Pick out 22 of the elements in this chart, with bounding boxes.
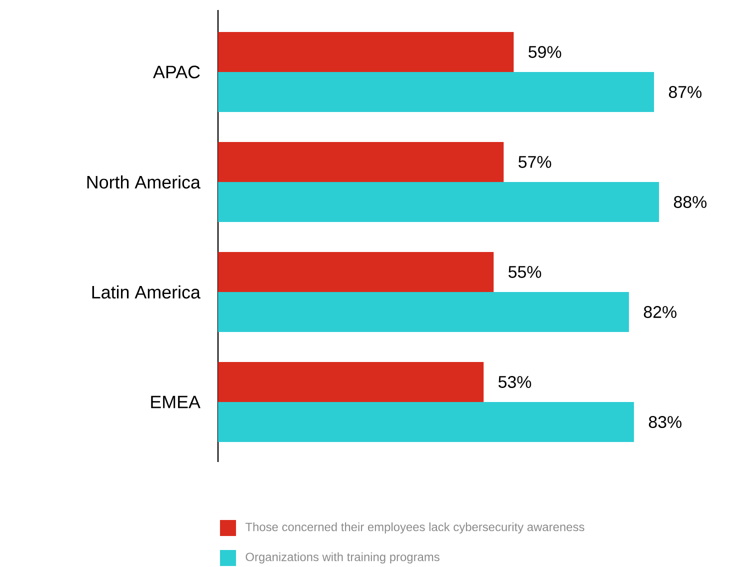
data-label: 87%: [668, 86, 702, 98]
data-label: 83%: [648, 416, 682, 428]
y-tick-label: North America: [87, 175, 200, 189]
data-label: 82%: [644, 306, 676, 318]
data-label: 59%: [528, 46, 562, 58]
bar: [218, 362, 484, 402]
bar: [218, 142, 504, 182]
legend-label: Those concerned their employees lack cybersecurity awareness: [245, 522, 584, 534]
bar: [218, 292, 629, 332]
legend-label: Organizations with training programs: [246, 552, 440, 564]
data-label: 88%: [674, 196, 706, 208]
y-tick-label: EMEA: [151, 396, 200, 408]
y-tick-label: APAC: [153, 66, 200, 78]
data-label: 55%: [508, 266, 542, 278]
y-tick-label: Latin America: [92, 285, 200, 299]
bar: [218, 402, 634, 442]
bar: [218, 32, 514, 72]
bar: [218, 252, 494, 292]
bar: [218, 182, 660, 222]
data-label: 57%: [518, 156, 552, 168]
data-label: 53%: [498, 376, 532, 388]
bar: [218, 72, 654, 112]
